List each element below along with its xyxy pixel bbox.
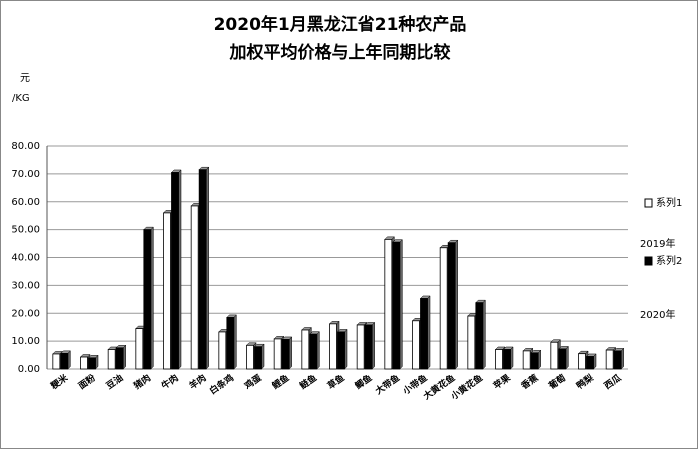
y-tick-label: 80.00 <box>11 141 40 152</box>
y-tick-label: 0.00 <box>18 364 40 375</box>
y-tick-label: 60.00 <box>11 197 40 208</box>
bar <box>337 331 345 370</box>
bar <box>135 328 144 370</box>
bar <box>281 339 290 370</box>
bar <box>558 348 567 370</box>
bar <box>115 347 124 370</box>
bar <box>60 352 69 370</box>
y-tick-label: 70.00 <box>11 169 40 180</box>
legend-swatch <box>644 256 653 266</box>
bar <box>586 356 594 370</box>
bar <box>329 323 337 370</box>
bar <box>578 353 586 370</box>
chart-title: 2020年1月黑龙江省21种农产品 <box>214 14 467 35</box>
bar <box>467 315 476 370</box>
annotation: 2019年 <box>640 237 675 250</box>
bar <box>475 302 484 370</box>
legend-swatch <box>644 198 653 208</box>
bar <box>613 350 622 370</box>
bar <box>301 329 310 370</box>
annotation: 2020年 <box>640 308 675 321</box>
bar <box>550 341 559 370</box>
bar <box>447 242 456 370</box>
bar <box>605 349 614 370</box>
legend-label: 系列1 <box>656 196 682 209</box>
bar <box>254 346 262 370</box>
bar <box>52 353 61 370</box>
bar <box>80 356 88 370</box>
bar <box>246 344 254 370</box>
bar <box>530 352 539 370</box>
bar <box>384 238 393 370</box>
bar <box>226 317 235 370</box>
bar <box>439 247 448 370</box>
chart-title: 加权平均价格与上年同期比较 <box>229 42 451 63</box>
y-tick-label: 50.00 <box>11 225 40 236</box>
bar <box>309 333 318 370</box>
bar <box>171 172 179 370</box>
bar <box>522 350 531 370</box>
bar <box>190 205 199 370</box>
bar <box>163 212 171 370</box>
bar <box>143 229 152 370</box>
bar <box>503 349 511 370</box>
y-axis-label: 元 <box>20 73 30 84</box>
bar <box>198 169 207 370</box>
bar <box>88 357 96 370</box>
bar <box>412 320 420 370</box>
y-tick-label: 40.00 <box>11 253 40 264</box>
bar <box>218 331 227 370</box>
bar <box>364 324 373 370</box>
legend-label: 系列2 <box>656 254 682 267</box>
y-tick-label: 20.00 <box>11 308 40 319</box>
bar <box>107 349 116 370</box>
bar <box>273 338 282 370</box>
y-tick-label: 30.00 <box>11 280 40 291</box>
bar <box>420 298 428 370</box>
y-axis-label: /KG <box>12 93 30 104</box>
bar <box>356 324 365 370</box>
y-tick-label: 10.00 <box>11 336 40 347</box>
bar <box>495 349 503 370</box>
bar <box>392 241 401 370</box>
